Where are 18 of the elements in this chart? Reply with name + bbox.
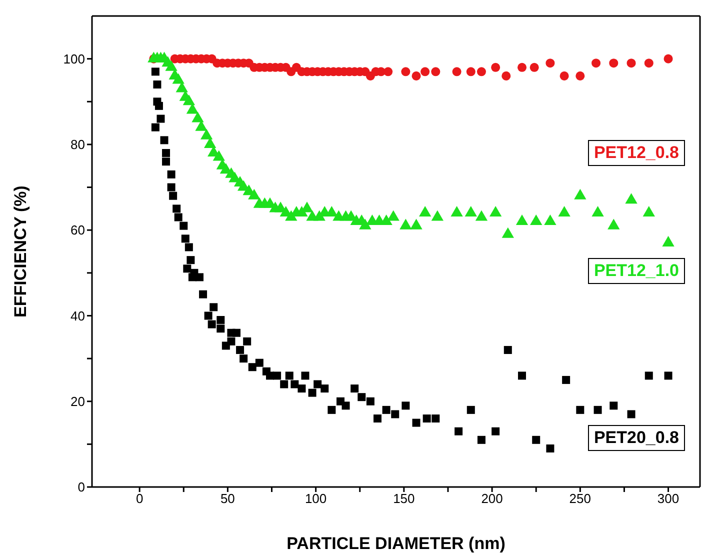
y-tick-label: 60	[70, 222, 85, 238]
x-tick-label: 100	[304, 491, 327, 506]
series-label: PET20_0.8	[588, 425, 685, 451]
y-tick-label: 80	[70, 137, 85, 152]
text: PET12_0.8	[588, 140, 685, 166]
y-tick-label: 0	[78, 480, 85, 495]
x-tick-label: 0	[136, 491, 144, 506]
x-tick-label: 150	[393, 491, 415, 506]
series-label: PET12_1.0	[588, 258, 685, 284]
y-tick-label: 100	[63, 51, 85, 66]
y-tick-label: 40	[70, 308, 85, 324]
x-tick-label: 50	[220, 491, 235, 506]
x-axis-title: PARTICLE DIAMETER (nm)	[286, 534, 506, 553]
y-tick-label: 20	[70, 394, 85, 409]
x-tick-label: 300	[657, 491, 680, 506]
x-tick-label: 200	[481, 491, 503, 506]
x-tick-label: 250	[569, 491, 592, 506]
y-axis-title: EFFICIENCY (%)	[11, 186, 30, 318]
